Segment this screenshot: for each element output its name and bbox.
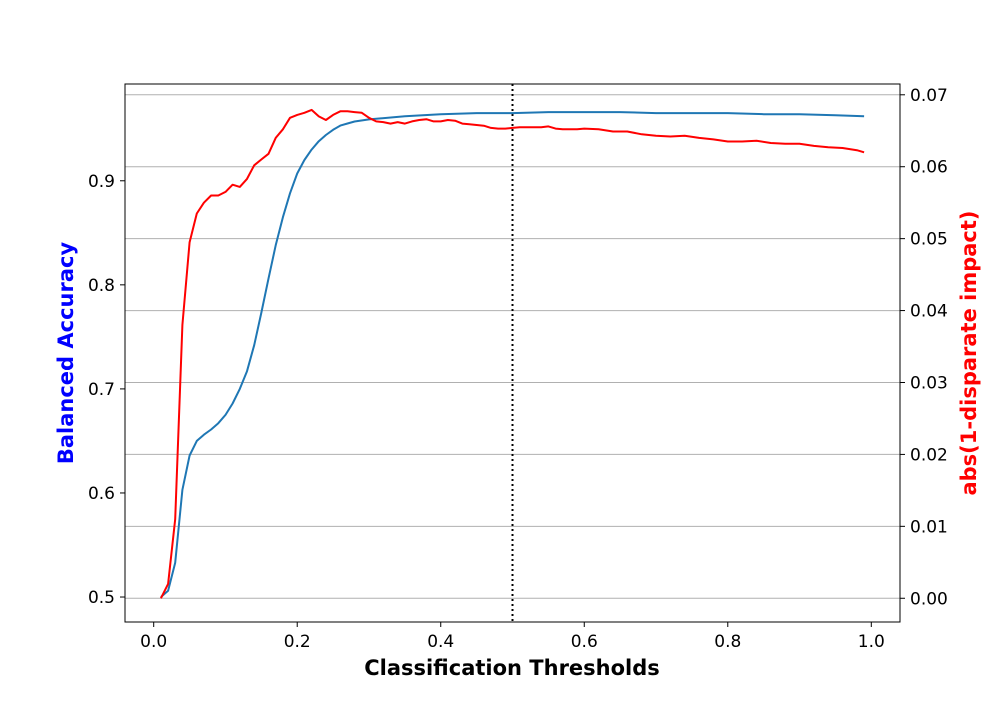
tick-layer: 0.0 0.2 0.4 0.6 0.8 1.0 0.5 0.6 0.7 0.8 0.9 0.00 0.0… [88,86,948,652]
y-right-tick-label: 0.06 [910,158,948,178]
y-right-tick-label: 0.01 [910,517,948,537]
x-tick-label: 0.4 [427,632,454,652]
x-tick-label: 0.6 [571,632,598,652]
y-axis-left-label: Balanced Accuracy [54,242,78,465]
y-right-tick-label: 0.02 [910,445,948,465]
y-left-tick-label: 0.7 [88,380,115,400]
y-left-tick-label: 0.9 [88,172,115,192]
y-left-tick-label: 0.6 [88,484,115,504]
y-axis-right-label: abs(1-disparate impact) [957,210,981,495]
y-right-tick-label: 0.05 [910,230,948,250]
plot-frame [124,83,901,623]
y-right-tick-label: 0.03 [910,373,948,393]
disparate-impact-line [160,108,865,599]
x-tick-label: 1.0 [858,632,885,652]
balanced-accuracy-line [160,111,865,598]
y-right-tick-label: 0.04 [910,302,948,322]
series-layer [160,108,865,599]
x-axis-label: Classification Thresholds [364,656,660,680]
y-left-tick-label: 0.5 [88,588,115,608]
x-tick-label: 0.0 [140,632,167,652]
x-tick-label: 0.2 [284,632,311,652]
y-right-tick-label: 0.07 [910,86,948,106]
y-right-tick-label: 0.00 [910,589,948,609]
x-tick-label: 0.8 [714,632,741,652]
y-left-tick-label: 0.8 [88,276,115,296]
